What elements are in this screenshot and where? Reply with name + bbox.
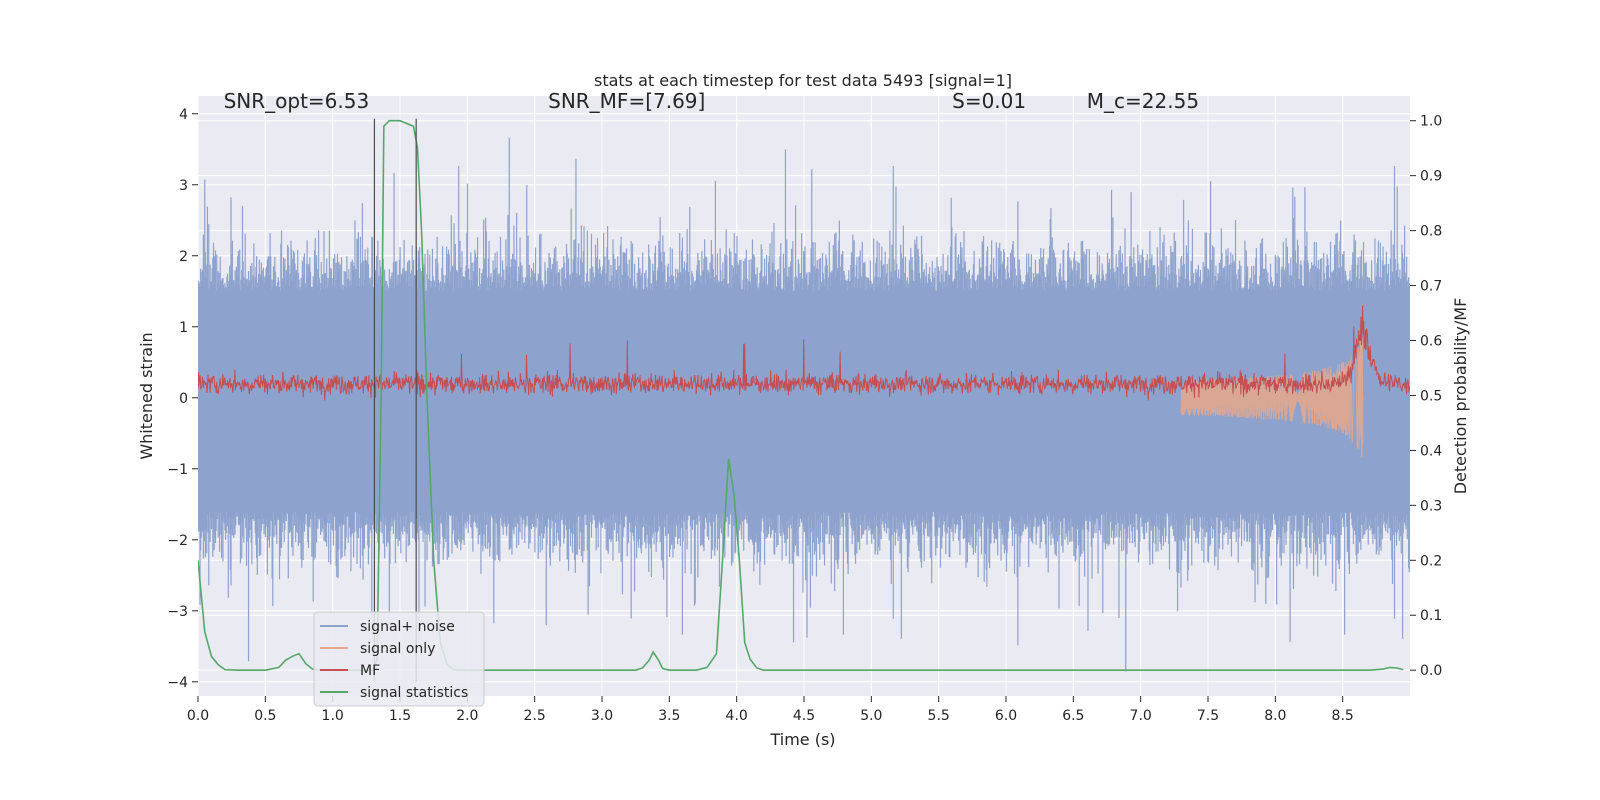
y-tick-label-right: 0.8: [1420, 224, 1442, 240]
x-tick-label: 8.5: [1332, 708, 1354, 724]
y-tick-label-left: 0: [179, 391, 188, 407]
x-tick-label: 6.5: [1062, 708, 1084, 724]
y-tick-label-left: 2: [179, 249, 188, 265]
annotation: SNR_MF=[7.69]: [548, 89, 705, 113]
x-tick-label: 1.5: [389, 708, 411, 724]
annotation: SNR_opt=6.53: [224, 89, 370, 113]
series-signal-only: [1180, 338, 1364, 458]
x-tick-label: 2.0: [456, 708, 478, 724]
y-tick-label-right: 0.5: [1420, 388, 1442, 404]
x-tick-label: 2.5: [524, 708, 546, 724]
y-tick-label-left: −3: [167, 604, 188, 620]
x-tick-label: 3.0: [591, 708, 613, 724]
y-tick-label-right: 1.0: [1420, 114, 1442, 130]
chart-title: stats at each timestep for test data 549…: [594, 71, 1012, 90]
x-tick-label: 4.5: [793, 708, 815, 724]
y-tick-label-left: −2: [167, 533, 188, 549]
y-tick-label-right: 0.1: [1420, 608, 1442, 624]
y-tick-label-right: 0.7: [1420, 279, 1442, 295]
legend-entry: signal statistics: [360, 685, 468, 701]
x-tick-label: 5.0: [860, 708, 882, 724]
x-tick-label: 7.5: [1197, 708, 1219, 724]
x-tick-label: 5.5: [928, 708, 950, 724]
y-tick-label-left: −4: [167, 675, 188, 691]
x-axis: 0.0 0.5 1.0 1.5 2.0 2.5 3.0 3.5 4.0 4.5 5.0 5.5 6.0 6…: [187, 696, 1354, 724]
x-tick-label: 1.0: [322, 708, 344, 724]
x-tick-label: 0.5: [254, 708, 276, 724]
x-tick-label: 6.0: [995, 708, 1017, 724]
x-tick-label: 3.5: [658, 708, 680, 724]
y-tick-label-right: 0.6: [1420, 334, 1442, 350]
y-tick-label-left: −1: [167, 462, 188, 478]
x-axis-label: Time (s): [769, 730, 835, 749]
series-mf: [198, 305, 1410, 401]
y-tick-label-left: 4: [179, 107, 188, 123]
annotation: S=0.01: [952, 89, 1026, 113]
y-axis-left: −4 −3 −2 −1 0 1 2 3 4: [167, 107, 198, 691]
y-axis-right: 0.0 0.1 0.2 0.3 0.4 0.5 0.6 0.7 0.8 0.9 1.0: [1410, 114, 1442, 679]
y-tick-label-right: 0.0: [1420, 663, 1442, 679]
y-tick-label-right: 0.3: [1420, 498, 1442, 514]
y-tick-label-left: 3: [179, 178, 188, 194]
legend-entry: MF: [360, 663, 380, 679]
y-tick-label-right: 0.9: [1420, 169, 1442, 185]
legend: signal+ noise signal only MF signal statist…: [313, 611, 485, 707]
y-tick-label-right: 0.4: [1420, 443, 1442, 459]
legend-entry: signal+ noise: [360, 619, 455, 635]
y-tick-label-right: 0.2: [1420, 553, 1442, 569]
x-tick-label: 7.0: [1130, 708, 1152, 724]
legend-entry: signal only: [360, 641, 435, 657]
x-tick-label: 0.0: [187, 708, 209, 724]
y-axis-label: Whitened strain: [137, 332, 156, 459]
annotation: M_c=22.55: [1087, 89, 1199, 113]
x-tick-label: 4.0: [726, 708, 748, 724]
x-tick-label: 8.0: [1264, 708, 1286, 724]
legend-box: [313, 611, 485, 707]
y-axis-label-right: Detection probability/MF: [1451, 298, 1470, 495]
y-tick-label-left: 1: [179, 320, 188, 336]
